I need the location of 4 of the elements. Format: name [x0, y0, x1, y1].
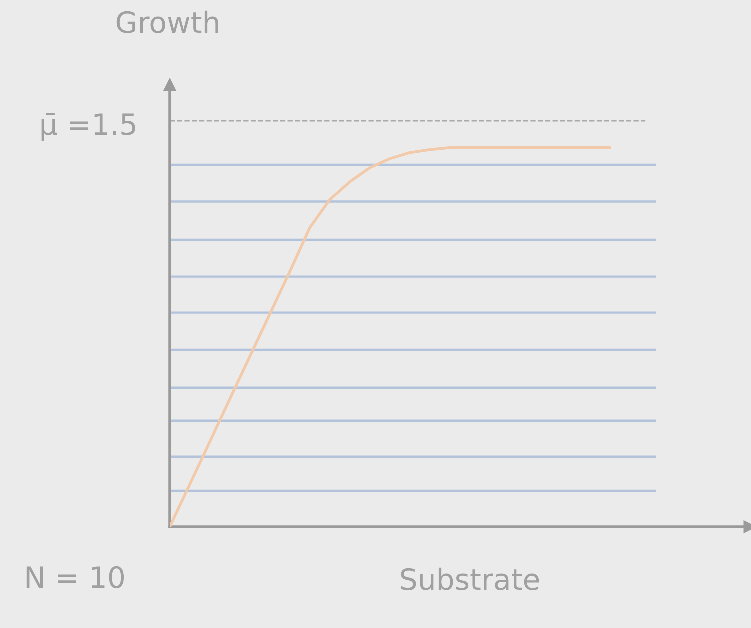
y-axis-title: Growth — [116, 10, 218, 34]
text: μ̄ =1.5 — [42, 113, 136, 142]
text: N = 10 — [26, 566, 124, 588]
x-axis-title: Substrate — [401, 568, 540, 590]
